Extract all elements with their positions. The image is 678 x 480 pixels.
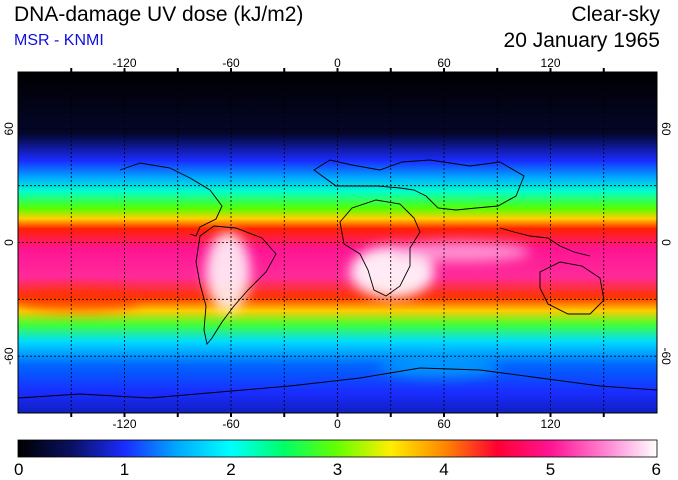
longitude-label: -120 bbox=[112, 56, 136, 70]
source-label: MSR - KNMI bbox=[14, 32, 104, 49]
latitude-label: 0 bbox=[2, 239, 16, 246]
coastline-africa bbox=[339, 199, 421, 297]
uv-field bbox=[18, 72, 657, 413]
map-title: DNA-damage UV dose (kJ/m2) bbox=[14, 3, 304, 26]
latitude-label: 60 bbox=[2, 122, 16, 136]
latitude-labels-left: 60 0 -60 bbox=[2, 122, 16, 365]
graticule bbox=[18, 72, 657, 413]
coastline-north-america bbox=[119, 162, 223, 237]
colorbar-gradient bbox=[17, 439, 658, 458]
colorbar: 0 1 2 3 4 5 6 bbox=[14, 439, 661, 479]
coastline-australia bbox=[539, 261, 605, 315]
longitude-label: 60 bbox=[437, 56, 451, 70]
sky-condition-label: Clear-sky bbox=[571, 3, 660, 26]
coastline-eurasia bbox=[313, 159, 525, 211]
latitude-label: -60 bbox=[2, 347, 16, 365]
date-label: 20 January 1965 bbox=[503, 29, 660, 52]
longitude-label: -120 bbox=[112, 417, 136, 431]
latitude-label: 0 bbox=[659, 239, 673, 246]
uv-hotspot-south-america bbox=[206, 232, 250, 312]
uv-hotspot-indian-ocean bbox=[390, 242, 530, 262]
colorbar-tick-label: 4 bbox=[439, 460, 448, 479]
longitude-label: 0 bbox=[334, 56, 341, 70]
longitude-labels-top: -120 -60 0 60 120 bbox=[112, 56, 560, 70]
longitude-label: 0 bbox=[334, 417, 341, 431]
longitude-label: 60 bbox=[437, 417, 451, 431]
latitude-label: 60 bbox=[659, 122, 673, 136]
coastline-south-america bbox=[195, 225, 277, 345]
coastlines bbox=[18, 159, 657, 399]
colorbar-tick-label: 1 bbox=[120, 460, 129, 479]
latitude-labels-right: 60 0 -60 bbox=[659, 122, 673, 365]
colorbar-tick-label: 2 bbox=[226, 460, 235, 479]
coastline-southeast-asia bbox=[499, 227, 591, 257]
colorbar-tick-label: 0 bbox=[14, 460, 23, 479]
longitude-label: 120 bbox=[540, 56, 560, 70]
frame-ticks bbox=[70, 68, 605, 417]
longitude-labels-bottom: -120 -60 0 60 120 bbox=[112, 417, 560, 431]
longitude-label: -60 bbox=[222, 417, 240, 431]
colorbar-tick-labels: 0 1 2 3 4 5 6 bbox=[14, 460, 661, 479]
longitude-label: -60 bbox=[222, 56, 240, 70]
colorbar-tick-label: 3 bbox=[333, 460, 342, 479]
latitude-label: -60 bbox=[659, 347, 673, 365]
colorbar-tick-label: 5 bbox=[546, 460, 555, 479]
uv-band-south-pacific bbox=[20, 288, 140, 312]
colorbar-tick-label: 6 bbox=[652, 460, 661, 479]
coastline-antarctica bbox=[18, 367, 657, 399]
uv-band-antarctic bbox=[380, 358, 500, 378]
longitude-label: 120 bbox=[540, 417, 560, 431]
